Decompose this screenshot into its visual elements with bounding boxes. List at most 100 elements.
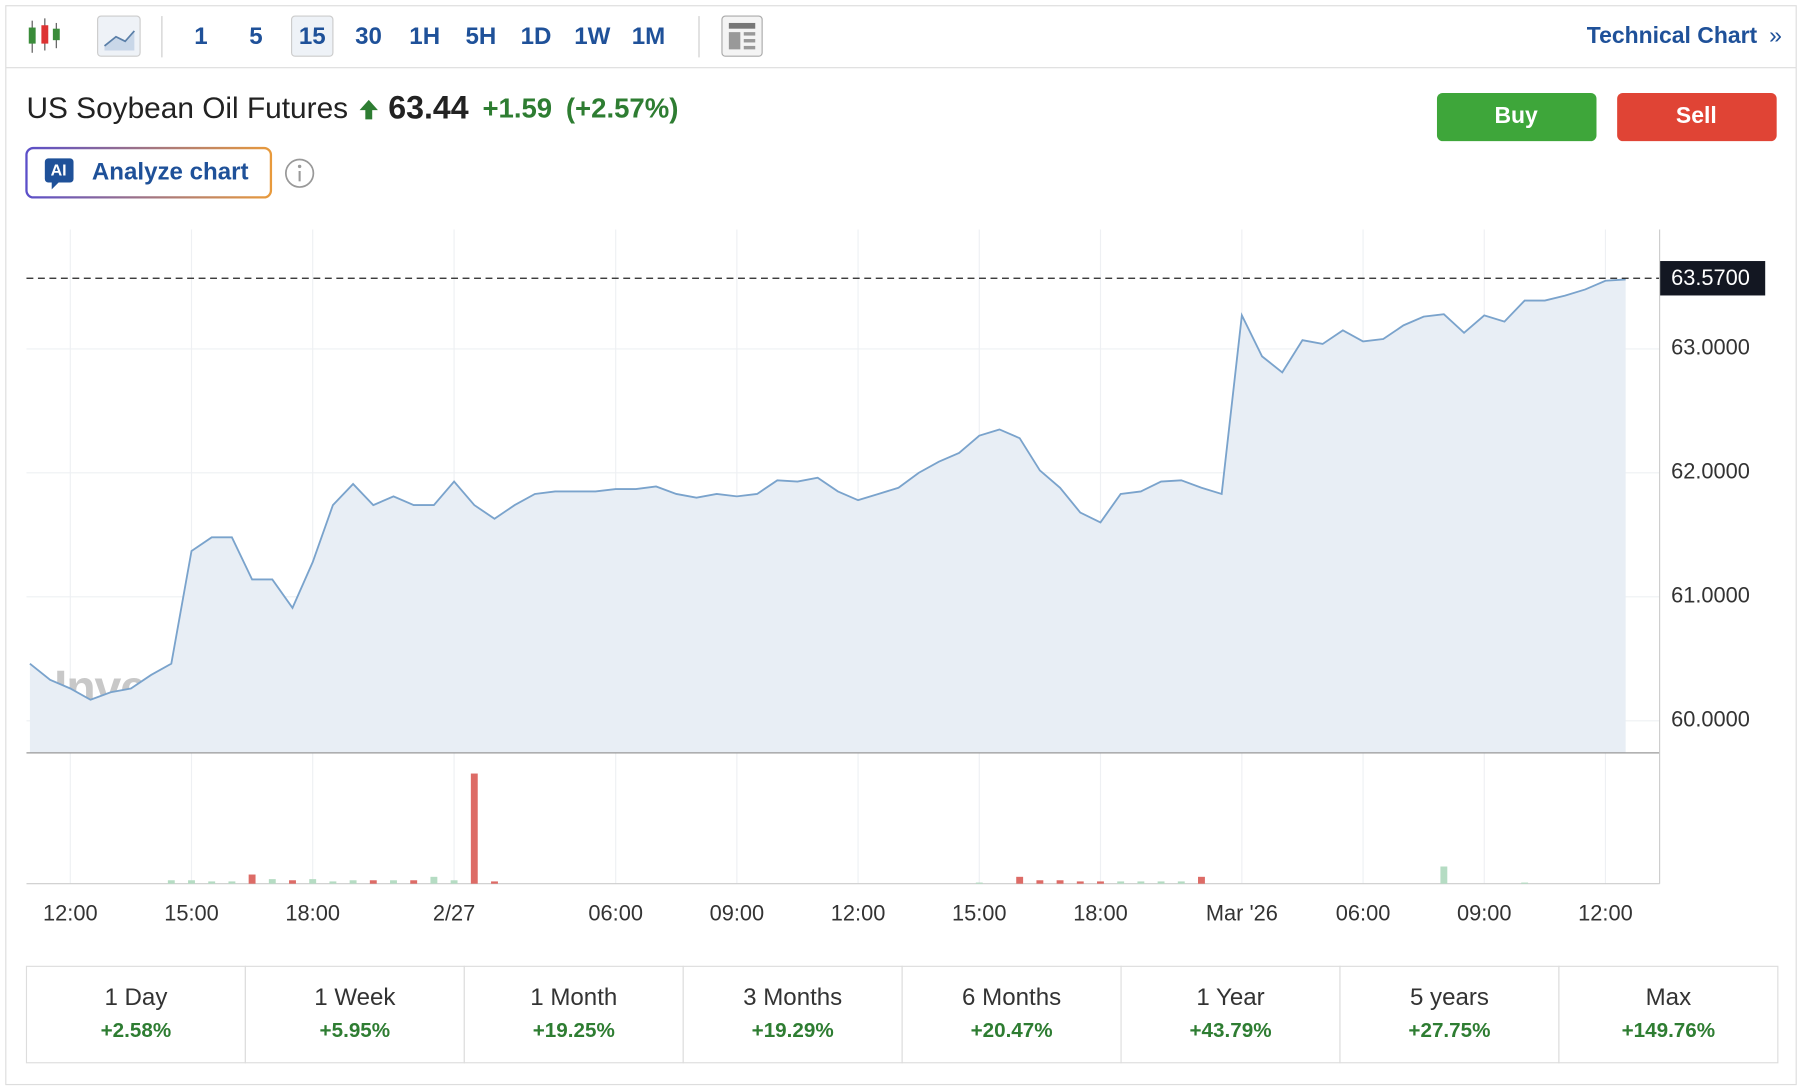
buy-label[interactable]: Buy xyxy=(1494,102,1538,128)
line-icon[interactable] xyxy=(97,15,141,57)
volume-bar xyxy=(450,880,458,884)
up-arrow xyxy=(359,99,378,120)
analyze-chart-button[interactable]: AI Analyze chart xyxy=(25,146,273,199)
volume-bar xyxy=(268,879,276,884)
range-change[interactable]: +20.47% xyxy=(971,1019,1053,1042)
interval-button[interactable]: 1D xyxy=(521,23,552,50)
interval-button[interactable]: 1H xyxy=(409,23,440,50)
range-label[interactable]: 1 Month xyxy=(530,984,617,1011)
price-change-pct: (+2.57%) xyxy=(566,92,678,123)
range-label[interactable]: 6 Months xyxy=(962,984,1061,1011)
range-change[interactable]: +2.58% xyxy=(101,1019,172,1042)
range-box[interactable] xyxy=(1339,965,1560,1064)
volume-bar xyxy=(309,879,317,884)
range-label[interactable]: Max xyxy=(1646,984,1692,1011)
x-tick-label: 12:00 xyxy=(43,900,98,925)
volume-bar xyxy=(1117,881,1125,884)
x-tick-label: 15:00 xyxy=(164,900,219,925)
selected-interval xyxy=(291,15,334,57)
range-label[interactable]: 1 Week xyxy=(314,984,396,1011)
x-tick-label: 06:00 xyxy=(588,900,643,925)
volume-bar xyxy=(410,880,418,884)
info-icon[interactable] xyxy=(284,158,315,188)
range-change[interactable]: +19.29% xyxy=(752,1019,834,1042)
y-tick-label: 62.0000 xyxy=(1671,459,1750,484)
volume-bar xyxy=(1137,881,1145,884)
volume-bar xyxy=(1097,881,1104,884)
interval-button[interactable]: 15 xyxy=(299,23,326,50)
instrument-title: US Soybean Oil Futures xyxy=(26,92,348,125)
range-box[interactable] xyxy=(1120,965,1341,1064)
price: 63.44 xyxy=(388,90,469,126)
range-change[interactable]: +43.79% xyxy=(1189,1019,1271,1042)
buy-button[interactable]: Buy xyxy=(1436,92,1597,142)
range-label[interactable]: 1 Year xyxy=(1196,984,1264,1011)
volume-bar xyxy=(248,874,256,884)
x-tick-label: 12:00 xyxy=(1578,900,1633,925)
range-box[interactable] xyxy=(1558,965,1779,1064)
y-tick-label: 61.0000 xyxy=(1671,583,1750,608)
price-line xyxy=(29,278,1626,701)
x-tick-label: Mar '26 xyxy=(1206,900,1278,925)
analyze-label[interactable]: Analyze chart xyxy=(92,159,249,186)
range-cell[interactable]: 5 years +27.75% xyxy=(1339,965,1560,1064)
range-box[interactable] xyxy=(244,965,465,1064)
volume-bar xyxy=(430,876,438,884)
candle-icon[interactable] xyxy=(28,18,60,53)
interval-button[interactable]: 30 xyxy=(355,23,382,50)
interval-button[interactable]: 5H xyxy=(466,23,497,50)
last-price-label: 63.5700 xyxy=(1671,265,1750,290)
volume-bar xyxy=(1016,876,1024,884)
volume-bar xyxy=(329,881,337,884)
range-label[interactable]: 5 years xyxy=(1410,984,1489,1011)
interval-button[interactable]: 1W xyxy=(574,23,610,50)
link-icon[interactable]: » xyxy=(1769,22,1782,48)
x-tick-label: 18:00 xyxy=(285,900,340,925)
range-cell[interactable]: 3 Months +19.29% xyxy=(682,965,903,1064)
technical-chart-link[interactable]: Technical Chart xyxy=(1587,22,1758,48)
range-cell[interactable]: 1 Week +5.95% xyxy=(244,965,465,1064)
range-cell[interactable]: Max +149.76% xyxy=(1558,965,1779,1064)
range-cell[interactable]: 6 Months +20.47% xyxy=(901,965,1122,1064)
volume-bar xyxy=(1440,866,1448,884)
volume-bar xyxy=(1157,881,1165,884)
range-change[interactable]: +27.75% xyxy=(1408,1019,1490,1042)
volume-bar xyxy=(1056,880,1064,884)
range-change[interactable]: +149.76% xyxy=(1622,1019,1716,1042)
x-tick-label: 06:00 xyxy=(1336,900,1391,925)
x-tick-label: 18:00 xyxy=(1073,900,1128,925)
sell-label[interactable]: Sell xyxy=(1676,102,1717,128)
x-tick-label: 2/27 xyxy=(433,900,475,925)
interval-button[interactable]: 5 xyxy=(249,23,262,50)
volume-bar xyxy=(167,880,175,884)
range-box[interactable] xyxy=(901,965,1122,1064)
range-change[interactable]: +19.25% xyxy=(533,1019,615,1042)
volume-bar xyxy=(470,773,478,884)
range-box[interactable] xyxy=(682,965,903,1064)
range-change[interactable]: +5.95% xyxy=(320,1019,391,1042)
volume-bar xyxy=(208,881,216,884)
volume-bar xyxy=(1198,876,1205,884)
volume-bar xyxy=(188,880,195,884)
range-cell[interactable]: 1 Month +19.25% xyxy=(463,965,684,1064)
volume-bar xyxy=(975,882,983,884)
layout-icon[interactable] xyxy=(721,15,763,57)
range-box[interactable] xyxy=(463,965,684,1064)
y-tick-label: 63.0000 xyxy=(1671,335,1750,360)
range-label[interactable]: 1 Day xyxy=(104,984,167,1011)
interval-button[interactable]: 1M xyxy=(632,23,665,50)
x-tick-label: 09:00 xyxy=(1457,900,1512,925)
sell-button[interactable]: Sell xyxy=(1617,92,1777,142)
range-cell[interactable]: 1 Day +2.58% xyxy=(25,965,246,1064)
volume-bar xyxy=(491,881,498,884)
interval-button[interactable]: 1 xyxy=(194,23,207,50)
volume-bar xyxy=(349,880,357,884)
range-label[interactable]: 3 Months xyxy=(743,984,842,1011)
last-price-box xyxy=(1659,261,1766,296)
range-box[interactable] xyxy=(25,965,246,1064)
range-cell[interactable]: 1 Year +43.79% xyxy=(1120,965,1341,1064)
y-tick-label: 60.0000 xyxy=(1671,707,1750,732)
ai-badge[interactable]: AI xyxy=(51,161,67,179)
volume-bar xyxy=(1521,882,1529,884)
